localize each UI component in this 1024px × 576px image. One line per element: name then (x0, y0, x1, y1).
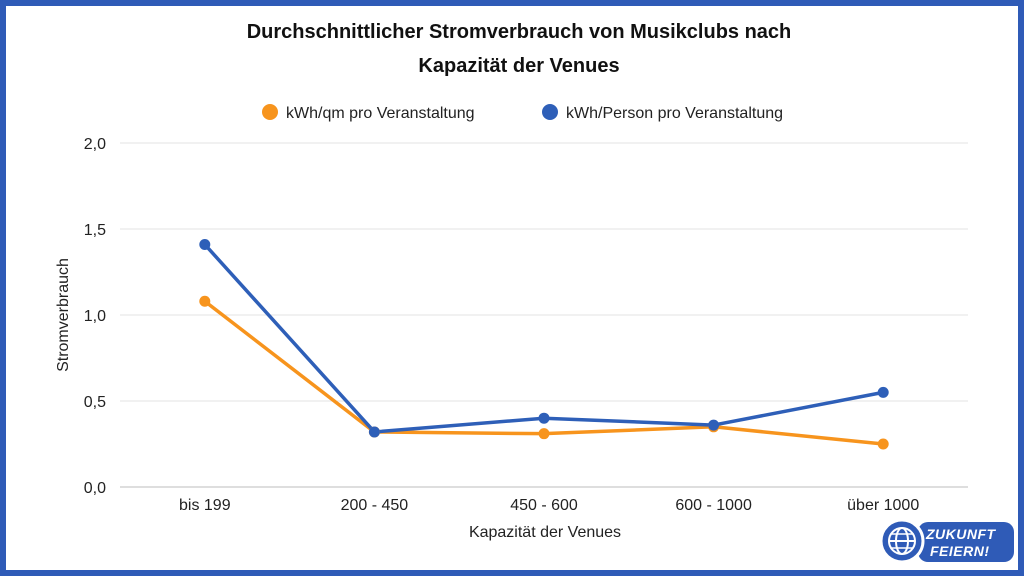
y-tick-label: 2,0 (84, 136, 106, 153)
zukunft-feiern-logo: ZUKUNFT FEIERN! (879, 518, 1014, 564)
x-tick-label: 600 - 1000 (675, 497, 752, 514)
legend-label: kWh/Person pro Veranstaltung (566, 105, 783, 122)
data-point (538, 428, 550, 440)
x-axis-title: Kapazität der Venues (469, 524, 621, 541)
x-tick-label: über 1000 (847, 497, 919, 514)
chart-title-line-2: Kapazität der Venues (418, 55, 619, 77)
data-point (199, 295, 211, 307)
logo-text-line-2: FEIERN! (930, 543, 990, 559)
data-point (199, 238, 211, 250)
grid-lines (120, 142, 968, 488)
legend-marker (542, 104, 558, 120)
chart-title: Durchschnittlicher Stromverbrauch von Mu… (247, 21, 792, 77)
x-tick-label: bis 199 (179, 497, 231, 514)
data-point (538, 412, 550, 424)
y-tick-label: 1,0 (84, 308, 106, 325)
logo-text-line-1: ZUKUNFT (925, 526, 997, 542)
data-point (877, 438, 889, 450)
x-tick-label: 450 - 600 (510, 497, 578, 514)
legend-entry-2: kWh/Person pro Veranstaltung (542, 104, 783, 122)
x-tick-labels: bis 199 200 - 450 450 - 600 600 - 1000 über … (179, 497, 919, 514)
data-point (368, 426, 380, 438)
legend-entry-1: kWh/qm pro Veranstaltung (262, 104, 475, 122)
globe-icon (879, 518, 925, 564)
y-tick-label: 0,0 (84, 480, 106, 497)
logo-badge (918, 522, 1014, 562)
y-axis-title: Stromverbrauch (55, 258, 72, 372)
chart-title-line-1: Durchschnittlicher Stromverbrauch von Mu… (247, 21, 792, 43)
data-point (708, 419, 720, 431)
x-tick-label: 200 - 450 (341, 497, 409, 514)
legend: kWh/qm pro Veranstaltung kWh/Person pro V… (262, 104, 783, 122)
y-tick-labels: 0,0 0,5 1,0 1,5 2,0 (84, 136, 106, 497)
y-tick-label: 0,5 (84, 394, 106, 411)
legend-label: kWh/qm pro Veranstaltung (286, 105, 475, 122)
data-point (877, 386, 889, 398)
series-points (199, 238, 889, 450)
y-tick-label: 1,5 (84, 222, 106, 239)
series-line-2 (203, 242, 885, 434)
legend-marker (262, 104, 278, 120)
